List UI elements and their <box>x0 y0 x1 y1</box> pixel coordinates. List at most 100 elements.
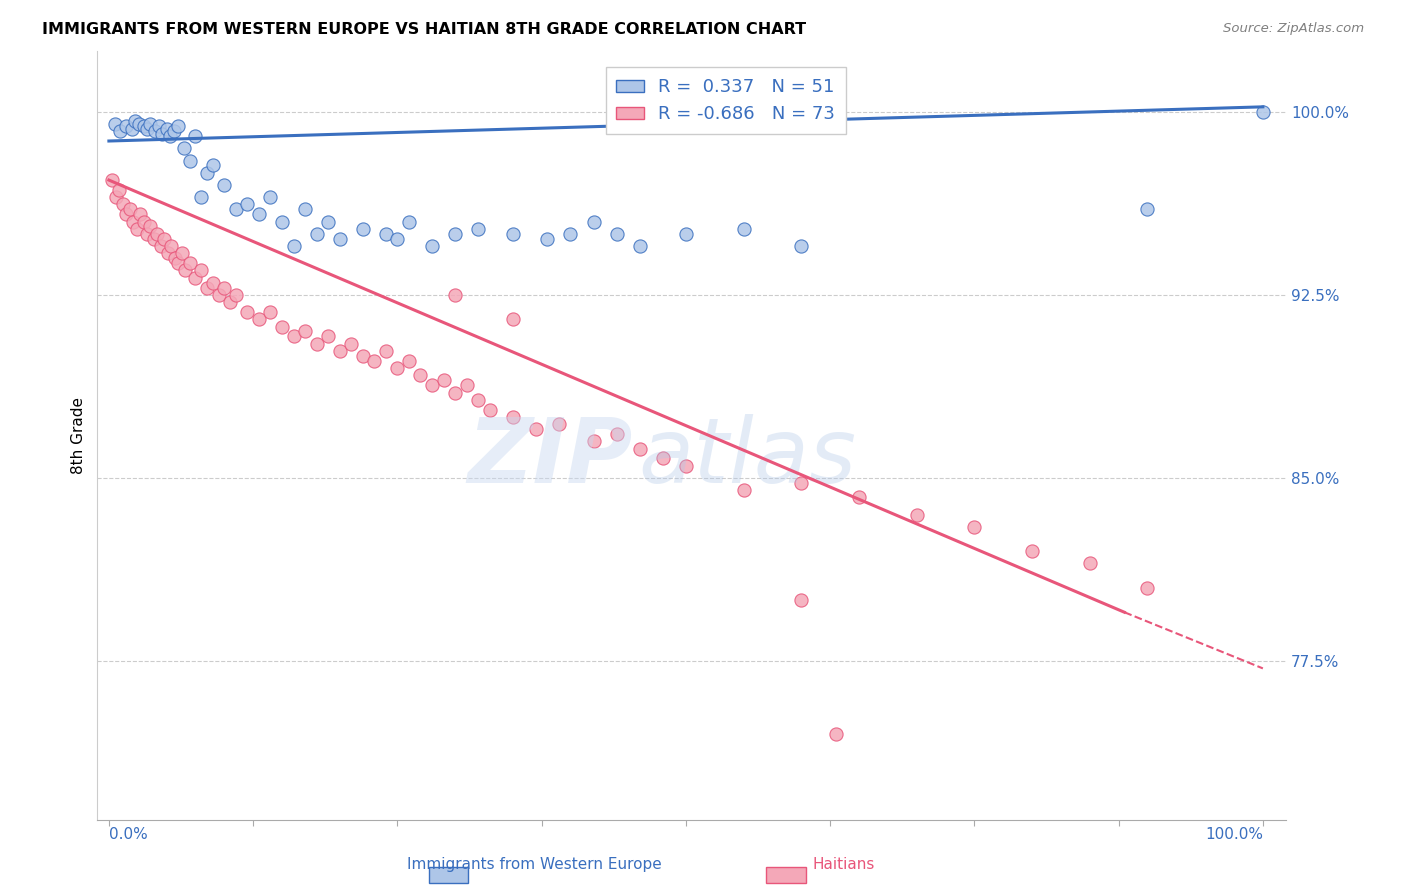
Point <box>124 114 146 128</box>
Point <box>236 305 259 319</box>
Point <box>582 214 605 228</box>
Point <box>115 207 138 221</box>
Point <box>184 129 207 144</box>
Point <box>179 153 201 168</box>
Text: Haitians: Haitians <box>813 857 875 872</box>
Point <box>259 190 281 204</box>
Point <box>190 263 212 277</box>
Point <box>1136 202 1159 217</box>
Point <box>651 451 673 466</box>
Point <box>1136 581 1159 595</box>
Point <box>352 349 374 363</box>
Point <box>283 239 305 253</box>
Point <box>132 120 155 134</box>
Point <box>101 173 124 187</box>
Point <box>118 202 141 217</box>
Point <box>444 288 467 302</box>
Point <box>502 409 524 424</box>
Point <box>374 343 396 358</box>
Point <box>201 158 224 172</box>
Point <box>352 222 374 236</box>
Point <box>122 214 145 228</box>
Point <box>173 141 195 155</box>
Point <box>536 232 558 246</box>
Text: 0.0%: 0.0% <box>108 827 148 842</box>
Point <box>963 520 986 534</box>
Point <box>340 336 363 351</box>
Point <box>174 263 197 277</box>
Point <box>170 246 193 260</box>
Point <box>420 239 443 253</box>
Point <box>387 361 409 376</box>
Point <box>316 214 339 228</box>
Point <box>153 232 176 246</box>
Point <box>432 373 454 387</box>
Point <box>398 214 420 228</box>
Point <box>294 325 316 339</box>
Point <box>195 280 218 294</box>
Point <box>214 280 236 294</box>
Point <box>398 353 420 368</box>
Point <box>733 222 755 236</box>
Point <box>790 475 813 490</box>
Point <box>201 276 224 290</box>
Point <box>225 202 247 217</box>
Point <box>305 227 328 241</box>
Point <box>162 124 184 138</box>
Point <box>184 270 207 285</box>
Point <box>271 319 294 334</box>
Point <box>160 239 183 253</box>
Point <box>150 127 173 141</box>
Y-axis label: 8th Grade: 8th Grade <box>72 397 86 474</box>
Point <box>104 190 127 204</box>
Point <box>502 312 524 326</box>
Point <box>146 227 169 241</box>
Point <box>1021 544 1043 558</box>
Point <box>195 166 218 180</box>
Point <box>548 417 571 432</box>
Point <box>606 427 628 442</box>
Point <box>190 190 212 204</box>
Point <box>848 491 870 505</box>
Point <box>247 312 270 326</box>
Point <box>316 329 339 343</box>
Point <box>305 336 328 351</box>
Legend: R =  0.337   N = 51, R = -0.686   N = 73: R = 0.337 N = 51, R = -0.686 N = 73 <box>606 68 845 134</box>
Text: Source: ZipAtlas.com: Source: ZipAtlas.com <box>1223 22 1364 36</box>
Point <box>143 124 166 138</box>
Point <box>236 197 259 211</box>
Point <box>136 227 159 241</box>
Text: Immigrants from Western Europe: Immigrants from Western Europe <box>406 857 662 872</box>
Point <box>329 343 352 358</box>
Point <box>524 422 547 436</box>
Point <box>675 458 697 473</box>
Point <box>825 727 848 741</box>
Point <box>121 121 143 136</box>
Point <box>111 197 134 211</box>
Point <box>467 392 489 407</box>
Point <box>129 207 152 221</box>
Point <box>247 207 270 221</box>
Point <box>675 227 697 241</box>
Point <box>163 251 186 265</box>
Point <box>560 227 582 241</box>
Point <box>733 483 755 498</box>
Point <box>142 232 165 246</box>
Point <box>409 368 432 383</box>
Point <box>139 117 162 131</box>
Text: atlas: atlas <box>638 414 856 502</box>
Point <box>790 593 813 607</box>
Point <box>628 239 651 253</box>
Point <box>1251 104 1274 119</box>
Point <box>444 385 467 400</box>
Point <box>444 227 467 241</box>
Point <box>104 117 127 131</box>
Point <box>582 434 605 449</box>
Point <box>225 288 247 302</box>
Point <box>139 219 162 234</box>
Point <box>156 246 179 260</box>
Point <box>149 239 172 253</box>
Point <box>628 442 651 456</box>
Point <box>502 227 524 241</box>
Point <box>159 129 181 144</box>
